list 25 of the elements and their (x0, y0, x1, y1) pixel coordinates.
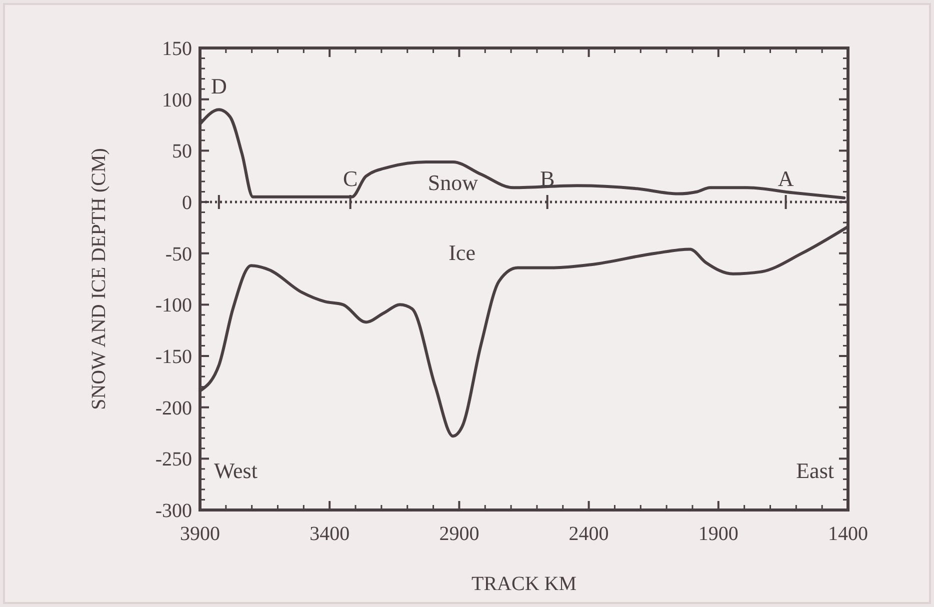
annotation: West (214, 458, 258, 483)
y-tick-label: 0 (182, 192, 192, 214)
x-tick-label: 1400 (828, 523, 868, 545)
annotation: East (796, 458, 834, 483)
annotation: D (210, 74, 227, 99)
series-label: Ice (448, 240, 476, 265)
x-tick-label: 2900 (439, 523, 480, 545)
y-tick-label: -200 (155, 397, 192, 420)
y-tick-label: 50 (172, 140, 192, 163)
y-tick-label: 100 (162, 89, 192, 112)
y-tick-label: -100 (155, 294, 192, 317)
series-label: Snow (428, 170, 478, 195)
x-tick-label: 2400 (568, 523, 609, 545)
y-axis-title: SNOW AND ICE DEPTH (CM) (88, 148, 110, 410)
x-axis-title: TRACK KM (471, 573, 577, 595)
annotation: A (778, 166, 794, 191)
y-tick-label: -150 (155, 346, 192, 368)
y-tick-label: -250 (155, 448, 192, 471)
y-tick-label: 150 (162, 38, 192, 60)
annotation: C (342, 166, 358, 191)
x-tick-label: 1900 (698, 523, 738, 545)
x-tick-label: 3900 (180, 523, 220, 545)
y-tick-label: -300 (155, 500, 192, 522)
y-tick-label: -50 (165, 243, 192, 266)
x-tick-label: 3400 (310, 523, 350, 545)
